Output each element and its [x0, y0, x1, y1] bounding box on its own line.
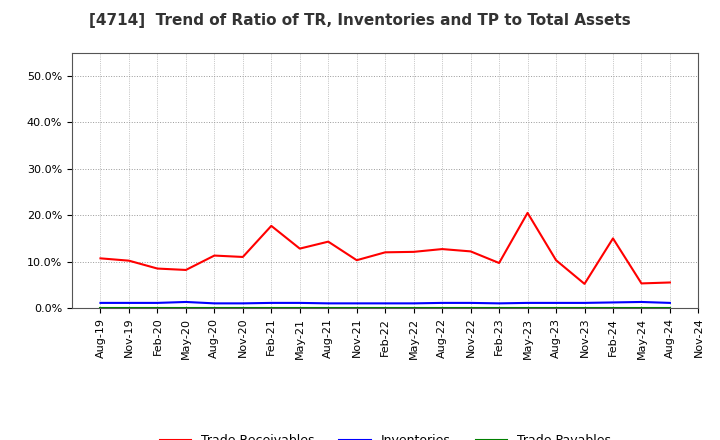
Trade Receivables: [665, 280, 674, 285]
Trade Receivables: [523, 210, 532, 216]
Trade Payables: [381, 305, 390, 310]
Inventories: [295, 300, 304, 305]
Inventories: [495, 301, 503, 306]
Line: Trade Receivables: Trade Receivables: [101, 213, 670, 284]
Trade Payables: [125, 305, 133, 310]
Trade Payables: [352, 305, 361, 310]
Trade Receivables: [467, 249, 475, 254]
Trade Receivables: [153, 266, 162, 271]
Trade Payables: [238, 305, 247, 310]
Text: [4714]  Trend of Ratio of TR, Inventories and TP to Total Assets: [4714] Trend of Ratio of TR, Inventories…: [89, 13, 631, 28]
Inventories: [410, 301, 418, 306]
Inventories: [523, 300, 532, 305]
Legend: Trade Receivables, Inventories, Trade Payables: Trade Receivables, Inventories, Trade Pa…: [155, 429, 616, 440]
Trade Receivables: [381, 249, 390, 255]
Trade Receivables: [352, 257, 361, 263]
Trade Receivables: [438, 246, 446, 252]
Inventories: [125, 300, 133, 305]
Trade Payables: [637, 305, 646, 310]
Trade Receivables: [267, 223, 276, 228]
Inventories: [96, 300, 105, 305]
Trade Receivables: [96, 256, 105, 261]
Trade Receivables: [608, 236, 617, 241]
Trade Receivables: [495, 260, 503, 266]
Trade Payables: [665, 305, 674, 310]
Inventories: [352, 301, 361, 306]
Trade Payables: [580, 305, 589, 310]
Trade Receivables: [295, 246, 304, 251]
Line: Inventories: Inventories: [101, 302, 670, 303]
Trade Payables: [181, 305, 190, 310]
Inventories: [637, 299, 646, 304]
Trade Payables: [210, 305, 219, 310]
Inventories: [608, 300, 617, 305]
Inventories: [210, 301, 219, 306]
Inventories: [238, 301, 247, 306]
Trade Receivables: [210, 253, 219, 258]
Trade Payables: [153, 305, 162, 310]
Inventories: [552, 300, 560, 305]
Trade Payables: [267, 305, 276, 310]
Trade Receivables: [238, 254, 247, 260]
Trade Payables: [608, 305, 617, 310]
Trade Payables: [495, 305, 503, 310]
Inventories: [324, 301, 333, 306]
Trade Payables: [438, 305, 446, 310]
Trade Receivables: [125, 258, 133, 263]
Trade Receivables: [181, 268, 190, 273]
Inventories: [665, 300, 674, 305]
Trade Receivables: [637, 281, 646, 286]
Trade Receivables: [580, 281, 589, 286]
Inventories: [381, 301, 390, 306]
Trade Payables: [96, 305, 105, 310]
Trade Payables: [410, 305, 418, 310]
Trade Payables: [523, 305, 532, 310]
Trade Payables: [552, 305, 560, 310]
Inventories: [267, 300, 276, 305]
Inventories: [580, 300, 589, 305]
Inventories: [181, 299, 190, 304]
Trade Receivables: [410, 249, 418, 254]
Trade Payables: [295, 305, 304, 310]
Trade Payables: [324, 305, 333, 310]
Inventories: [467, 300, 475, 305]
Inventories: [153, 300, 162, 305]
Trade Receivables: [324, 239, 333, 244]
Trade Receivables: [552, 257, 560, 263]
Trade Payables: [467, 305, 475, 310]
Inventories: [438, 300, 446, 305]
